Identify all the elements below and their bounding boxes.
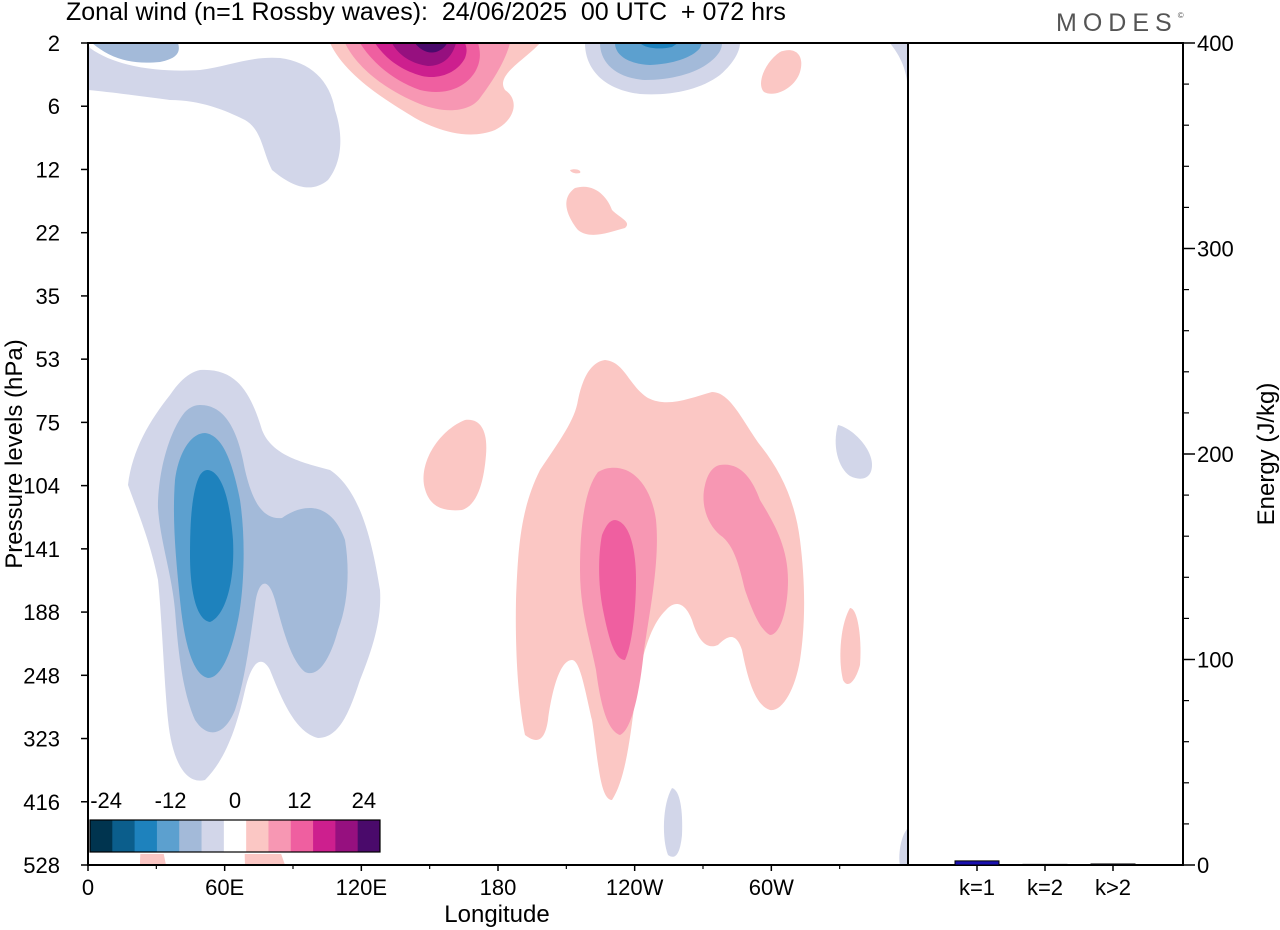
contour-pos-lower-2b	[703, 464, 788, 635]
y-axis-title: Pressure levels (hPa)	[1, 339, 28, 568]
pressure-tick-label: 2	[48, 31, 60, 56]
colorbar-swatch	[90, 820, 113, 852]
colorbar-swatch	[313, 820, 336, 852]
energy-category-label: k=2	[1027, 875, 1063, 900]
pressure-tick-label: 248	[23, 663, 60, 688]
colorbar-tick-label: 12	[287, 788, 311, 813]
pressure-tick-label: 12	[36, 157, 60, 182]
energy-tick-label: 300	[1197, 237, 1234, 262]
colorbar-tick-label: 24	[352, 788, 376, 813]
contour-neg-bottom-patch	[663, 788, 683, 857]
contour-pos-upper-right-patch	[761, 50, 802, 94]
pressure-tick-label: 6	[48, 94, 60, 119]
colorbar-swatch	[134, 820, 158, 852]
colorbar-swatch	[246, 820, 269, 852]
contour-neg-upper-west-outer	[88, 43, 341, 188]
energy-axis-title: Energy (J/kg)	[1253, 383, 1280, 526]
energy-axis: 0 100 200 300 400	[1183, 31, 1234, 878]
contour-neg-lower-4	[190, 470, 234, 622]
colorbar-tick-label: 0	[229, 788, 241, 813]
contour-neg-right-patch	[835, 425, 872, 479]
energy-tick-label: 200	[1197, 442, 1234, 467]
longitude-tick-label: 180	[480, 875, 517, 900]
contour-neg-bottom-right-edge	[899, 828, 908, 865]
longitude-tick-label: 0	[82, 875, 94, 900]
colorbar-swatch	[335, 820, 359, 852]
colorbar-swatch	[156, 820, 180, 852]
colorbar	[88, 786, 382, 854]
energy-tick-label: 400	[1197, 31, 1234, 56]
contour-pos-upper-6	[415, 43, 447, 53]
pressure-tick-label: 53	[36, 347, 60, 372]
contour-pos-tiny-dot	[570, 169, 581, 174]
pressure-tick-label: 75	[36, 410, 60, 435]
pressure-tick-label: 35	[36, 284, 60, 309]
longitude-tick-label: 120E	[336, 875, 387, 900]
colorbar-swatch	[268, 820, 292, 852]
pressure-tick-label: 416	[23, 790, 60, 815]
pressure-axis: 2 6 12 22 35 53 75 104 141 188 248 323 416 528	[23, 31, 88, 878]
colorbar-swatch	[357, 820, 381, 852]
pressure-tick-label: 528	[23, 853, 60, 878]
contour-neg-upper-east-4	[640, 43, 678, 49]
energy-tick-label: 100	[1197, 648, 1234, 673]
longitude-tick-label: 60W	[749, 875, 794, 900]
contour-field	[88, 43, 908, 865]
colorbar-tick-label: -12	[155, 788, 187, 813]
longitude-tick-label: 60E	[205, 875, 244, 900]
colorbar-swatch	[201, 820, 225, 852]
colorbar-swatch	[179, 820, 203, 852]
energy-tick-label: 0	[1197, 853, 1209, 878]
energy-plot-frame	[907, 42, 1184, 866]
contour-pos-right-patch	[840, 608, 861, 685]
colorbar-swatch	[112, 820, 136, 852]
longitude-axis: 0 60E 120E 180 120W 60W	[82, 865, 841, 900]
x-axis-title: Longitude	[444, 901, 549, 928]
modes-logo: MODES©	[1056, 9, 1184, 38]
colorbar-outline	[89, 819, 381, 853]
pressure-tick-label: 104	[23, 474, 60, 499]
contour-neg-upper-west-inner	[92, 43, 179, 63]
contour-neg-upper-east-3	[615, 43, 702, 65]
contour-pos-mid-patch	[566, 186, 628, 235]
contour-pos-lower-3	[599, 520, 636, 660]
colorbar-swatch	[290, 820, 314, 852]
energy-bar	[1090, 863, 1136, 866]
contour-pos-lower-left-patch	[423, 419, 487, 511]
logo-mark: ©	[1177, 11, 1184, 20]
pressure-tick-label: 141	[23, 537, 60, 562]
chart-title: Zonal wind (n=1 Rossby waves): 24/06/202…	[66, 0, 786, 26]
energy-bars: k=1 k=2 k>2	[954, 860, 1136, 900]
pressure-tick-label: 188	[23, 600, 60, 625]
pressure-tick-label: 323	[23, 727, 60, 752]
colorbar-labels: -24 -12 0 12 24	[90, 788, 376, 813]
energy-bar	[954, 860, 1000, 866]
colorbar-swatch	[223, 820, 247, 852]
logo-text: MODES	[1056, 9, 1178, 37]
longitude-tick-label: 120W	[606, 875, 664, 900]
contour-neg-upper-right-edge	[890, 43, 908, 95]
colorbar-tick-label: -24	[90, 788, 122, 813]
energy-category-label: k>2	[1095, 875, 1131, 900]
energy-category-label: k=1	[959, 875, 995, 900]
pressure-tick-label: 22	[36, 221, 60, 246]
